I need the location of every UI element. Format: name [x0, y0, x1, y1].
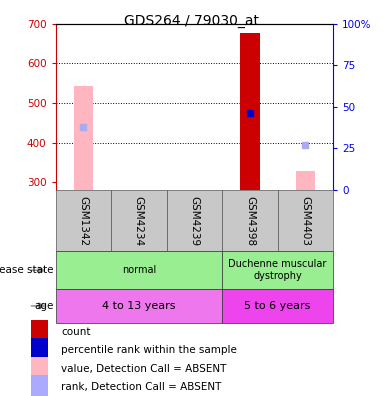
Text: disease state: disease state — [0, 265, 54, 275]
Text: count: count — [61, 327, 91, 337]
Bar — [167, 190, 222, 251]
Bar — [31, 339, 48, 362]
Bar — [296, 171, 315, 190]
Bar — [31, 357, 48, 380]
Bar — [222, 289, 333, 323]
Text: age: age — [34, 301, 54, 311]
Bar — [56, 251, 222, 289]
Text: GSM4234: GSM4234 — [134, 196, 144, 246]
Text: 4 to 13 years: 4 to 13 years — [102, 301, 175, 311]
Text: Duchenne muscular
dystrophy: Duchenne muscular dystrophy — [229, 259, 327, 281]
Bar — [31, 320, 48, 344]
Text: 5 to 6 years: 5 to 6 years — [244, 301, 311, 311]
Bar — [222, 251, 333, 289]
Text: normal: normal — [122, 265, 156, 275]
Bar — [74, 86, 93, 190]
Bar — [111, 190, 167, 251]
Text: percentile rank within the sample: percentile rank within the sample — [61, 345, 237, 355]
Bar — [31, 375, 48, 396]
Text: value, Detection Call = ABSENT: value, Detection Call = ABSENT — [61, 364, 227, 373]
Bar — [56, 190, 111, 251]
Text: GSM4403: GSM4403 — [300, 196, 311, 246]
Text: GSM1342: GSM1342 — [78, 196, 88, 246]
Text: rank, Detection Call = ABSENT: rank, Detection Call = ABSENT — [61, 382, 222, 392]
Bar — [222, 190, 278, 251]
Bar — [240, 33, 260, 190]
Bar — [278, 190, 333, 251]
Text: GDS264 / 79030_at: GDS264 / 79030_at — [124, 14, 259, 28]
Text: GSM4239: GSM4239 — [189, 196, 200, 246]
Text: GSM4398: GSM4398 — [245, 196, 255, 246]
Bar — [56, 289, 222, 323]
